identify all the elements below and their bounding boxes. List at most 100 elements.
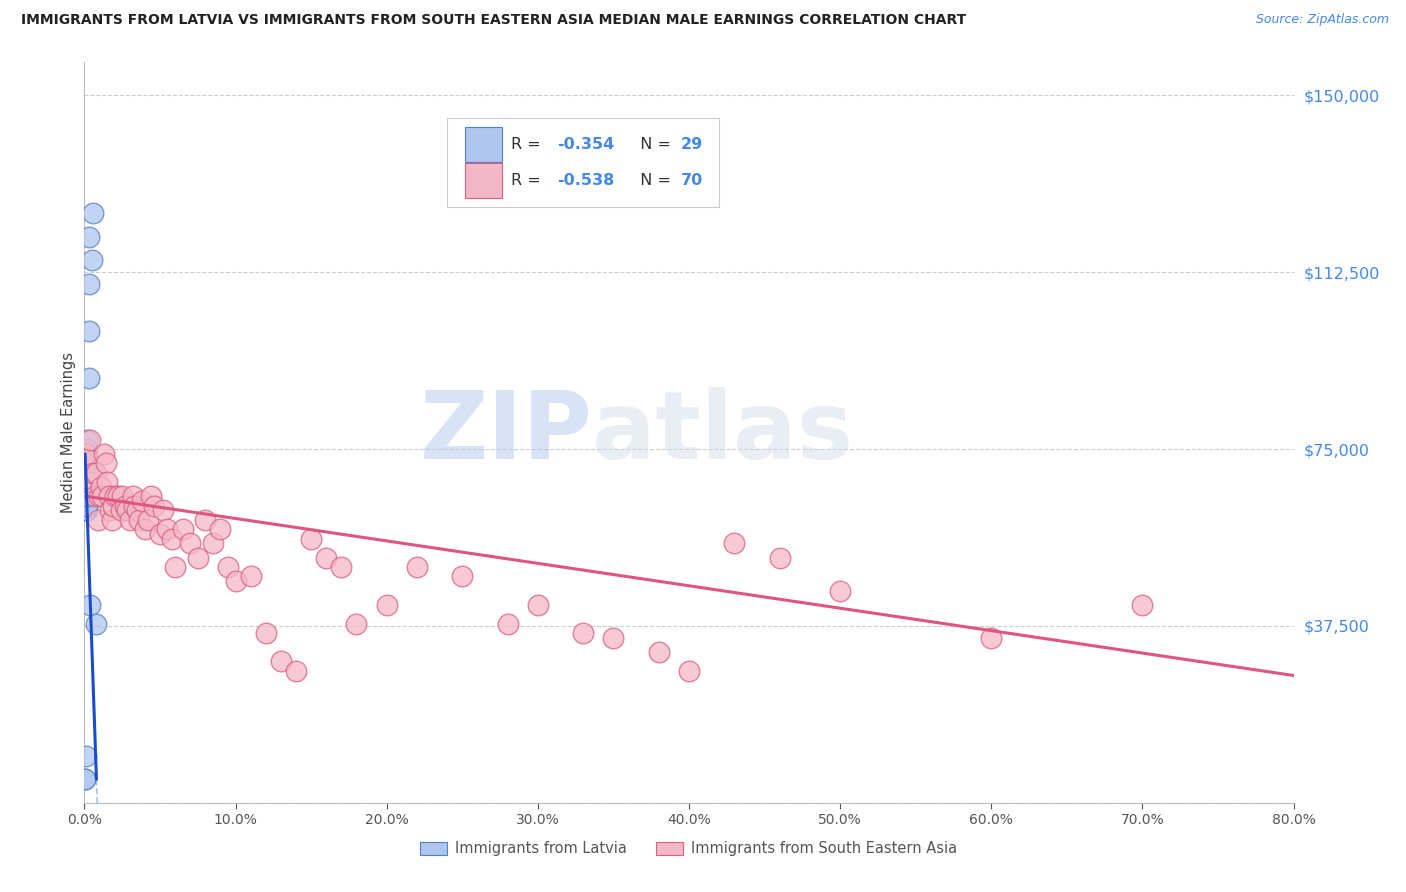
Point: [330, 560, 353, 574]
Point: [136, 513, 159, 527]
Point: [127, 503, 149, 517]
Point: [496, 616, 519, 631]
Point: [90, 480, 112, 494]
Point: [110, 503, 132, 517]
Point: [107, 489, 129, 503]
Point: [315, 550, 337, 565]
Point: [76, 456, 98, 470]
Point: [160, 532, 183, 546]
Point: [980, 631, 1002, 645]
Point: [830, 583, 852, 598]
Text: 29: 29: [681, 137, 703, 152]
Point: [79, 598, 101, 612]
Point: [122, 499, 145, 513]
Point: [98, 503, 121, 517]
Point: [75, 447, 97, 461]
Point: [75, 475, 97, 490]
Point: [76, 433, 98, 447]
Point: [96, 475, 118, 490]
Point: [165, 560, 187, 574]
Point: [100, 513, 122, 527]
Point: [572, 626, 595, 640]
Bar: [465, 127, 502, 162]
Point: [270, 654, 292, 668]
Point: [97, 489, 120, 503]
Point: [678, 664, 700, 678]
Point: [76, 442, 98, 457]
Point: [179, 536, 201, 550]
Text: ZIP: ZIP: [419, 386, 592, 479]
Text: IMMIGRANTS FROM LATVIA VS IMMIGRANTS FROM SOUTH EASTERN ASIA MEDIAN MALE EARNING: IMMIGRANTS FROM LATVIA VS IMMIGRANTS FRO…: [21, 13, 966, 28]
Point: [1130, 598, 1153, 612]
Point: [76, 503, 98, 517]
Point: [723, 536, 745, 550]
Point: [75, 480, 97, 494]
Point: [87, 513, 110, 527]
Point: [76, 466, 98, 480]
Point: [77, 230, 100, 244]
Point: [187, 550, 209, 565]
Point: [89, 489, 111, 503]
Point: [346, 616, 368, 631]
Point: [75, 503, 97, 517]
Point: [86, 616, 108, 631]
Point: [209, 522, 232, 536]
Point: [201, 536, 224, 550]
Point: [121, 489, 143, 503]
Point: [75, 489, 97, 503]
Point: [86, 466, 108, 480]
Point: [131, 494, 153, 508]
Point: [115, 503, 138, 517]
Point: [76, 466, 98, 480]
Point: [93, 447, 115, 461]
Legend: Immigrants from Latvia, Immigrants from South Eastern Asia: Immigrants from Latvia, Immigrants from …: [415, 836, 963, 863]
Point: [128, 513, 150, 527]
Text: -0.538: -0.538: [557, 173, 614, 188]
Point: [76, 499, 98, 513]
Point: [139, 489, 162, 503]
Point: [77, 324, 100, 338]
Point: [101, 499, 124, 513]
Point: [75, 772, 97, 787]
Point: [114, 499, 136, 513]
Text: N =: N =: [630, 173, 676, 188]
Point: [80, 253, 103, 268]
Point: [375, 598, 398, 612]
Point: [94, 456, 117, 470]
Point: [76, 489, 98, 503]
Text: R =: R =: [512, 137, 546, 152]
Point: [142, 499, 165, 513]
Point: [111, 489, 134, 503]
Point: [299, 532, 322, 546]
Point: [75, 772, 97, 787]
Point: [77, 371, 100, 385]
Point: [91, 489, 114, 503]
Point: [149, 527, 172, 541]
Point: [156, 522, 179, 536]
Point: [406, 560, 429, 574]
Text: atlas: atlas: [592, 386, 853, 479]
Point: [104, 489, 127, 503]
Text: 70: 70: [681, 173, 703, 188]
Point: [602, 631, 624, 645]
Point: [285, 664, 308, 678]
Text: Source: ZipAtlas.com: Source: ZipAtlas.com: [1256, 13, 1389, 27]
Point: [451, 569, 474, 583]
Point: [80, 475, 103, 490]
Point: [77, 277, 100, 291]
Point: [76, 475, 98, 490]
Point: [76, 451, 98, 466]
Point: [217, 560, 239, 574]
Point: [75, 489, 97, 503]
Point: [134, 522, 156, 536]
Point: [76, 466, 98, 480]
Point: [75, 748, 97, 763]
Point: [76, 480, 98, 494]
Point: [152, 503, 174, 517]
Point: [648, 645, 671, 659]
Point: [77, 475, 100, 490]
Point: [76, 456, 98, 470]
Point: [75, 484, 97, 499]
Text: N =: N =: [630, 137, 676, 152]
Point: [172, 522, 194, 536]
